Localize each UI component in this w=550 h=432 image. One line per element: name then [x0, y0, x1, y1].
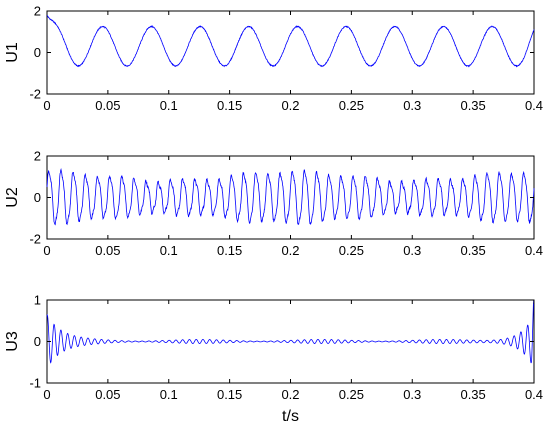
x-tick-label: 0.25 [339, 243, 364, 258]
x-tick-label: 0.3 [403, 387, 421, 402]
x-tick-label: 0 [43, 243, 50, 258]
x-tick-label: 0.05 [95, 387, 120, 402]
x-tick-label: 0.1 [160, 98, 178, 113]
y-tick-label: 1 [34, 293, 41, 308]
x-tick-label: 0 [43, 98, 50, 113]
y-tick-label: -2 [29, 232, 41, 247]
x-axis-label: t/s [282, 408, 299, 425]
x-tick-label: 0.35 [460, 243, 485, 258]
x-tick-label: 0.4 [525, 98, 543, 113]
y-tick-label: 2 [34, 4, 41, 19]
x-tick-label: 0.25 [339, 98, 364, 113]
x-tick-label: 0.35 [460, 98, 485, 113]
y-tick-label: 0 [34, 334, 41, 349]
y-axis-label: U3 [4, 331, 21, 352]
x-tick-label: 0.4 [525, 387, 543, 402]
x-tick-label: 0.25 [339, 387, 364, 402]
x-tick-label: 0.35 [460, 387, 485, 402]
y-tick-label: 2 [34, 149, 41, 164]
signal-line-u3 [46, 299, 535, 364]
x-tick-label: 0.2 [281, 387, 299, 402]
x-tick-label: 0.15 [217, 243, 242, 258]
x-tick-label: 0.1 [160, 387, 178, 402]
y-axis-label: U1 [4, 42, 21, 63]
x-tick-label: 0.3 [403, 98, 421, 113]
x-tick-label: 0 [43, 387, 50, 402]
x-tick-label: 0.15 [217, 387, 242, 402]
signal-line-u1 [46, 15, 535, 68]
x-tick-label: 0.4 [525, 243, 543, 258]
axes-box [46, 155, 535, 240]
y-tick-label: -1 [29, 376, 41, 391]
x-tick-label: 0.15 [217, 98, 242, 113]
y-tick-label: 0 [34, 45, 41, 60]
y-tick-label: 0 [34, 190, 41, 205]
y-axis-label: U2 [4, 187, 21, 208]
x-tick-label: 0.05 [95, 98, 120, 113]
x-tick-label: 0.3 [403, 243, 421, 258]
x-tick-label: 0.05 [95, 243, 120, 258]
x-tick-label: 0.2 [281, 98, 299, 113]
signal-line-u2 [46, 168, 535, 226]
x-tick-label: 0.2 [281, 243, 299, 258]
x-tick-label: 0.1 [160, 243, 178, 258]
axes-box [46, 299, 535, 384]
y-tick-label: -2 [29, 87, 41, 102]
axes-box [46, 10, 535, 95]
